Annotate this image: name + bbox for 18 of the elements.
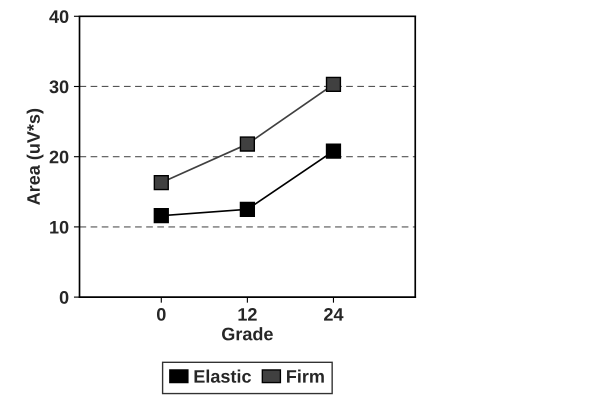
legend-label: Elastic: [194, 370, 251, 383]
y-tick-label: 20: [50, 150, 68, 164]
x-tick-label: 12: [238, 308, 257, 321]
y-tick-label: 40: [49, 10, 68, 23]
x-tick-label: 24: [324, 308, 344, 321]
legend-label: Firm: [287, 370, 324, 383]
point: [154, 175, 169, 190]
point: [240, 202, 256, 217]
y-tick-label: 30: [49, 80, 68, 94]
point: [326, 76, 342, 92]
point: [326, 143, 342, 159]
x-axis-title: Grade: [222, 327, 273, 340]
y-axis-title: Area (uV*s): [26, 108, 44, 205]
y-tick-label: 0: [60, 291, 68, 304]
point: [154, 208, 169, 224]
y-tick-label: 10: [50, 220, 68, 234]
x-tick-label: 0: [156, 308, 166, 321]
point: [240, 136, 256, 152]
